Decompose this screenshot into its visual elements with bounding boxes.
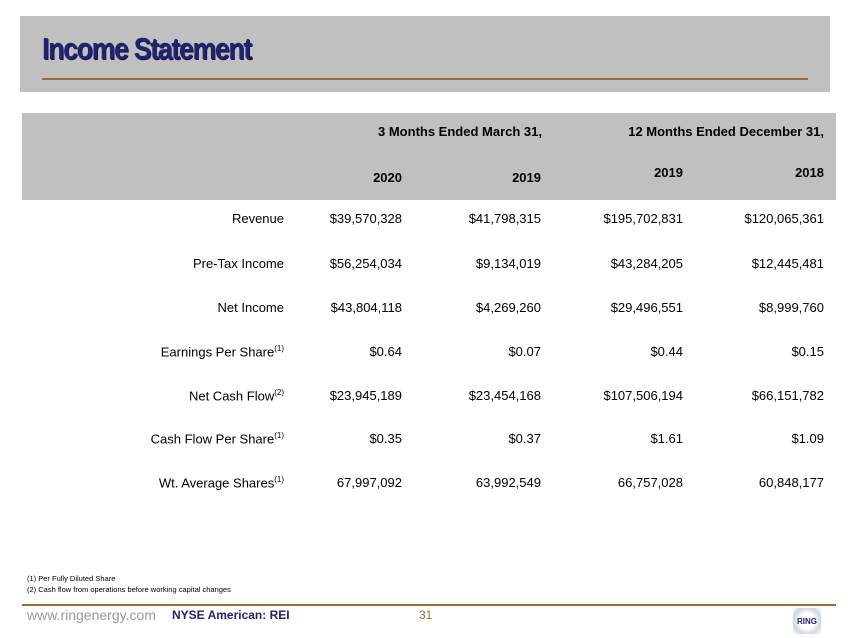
year-header: 2019 xyxy=(654,165,683,180)
table-cell: $43,804,118 xyxy=(330,300,402,315)
row-label-text: Earnings Per Share xyxy=(160,344,275,360)
ticker: NYSE American: REI xyxy=(172,608,290,622)
row-label: Wt. Average Shares(1) xyxy=(159,475,284,490)
row-label-text: Net Cash Flow xyxy=(188,388,275,404)
row-label: Pre-Tax Income xyxy=(193,256,284,271)
table-cell: $195,702,831 xyxy=(603,211,683,226)
table-cell: $56,254,034 xyxy=(329,256,402,271)
table-cell: $66,151,782 xyxy=(751,388,824,403)
title-divider xyxy=(42,78,808,80)
page-number: 31 xyxy=(419,608,433,622)
footnote-ref: (1) xyxy=(274,475,284,484)
row-label: Net Cash Flow(2) xyxy=(189,388,284,403)
table-cell: $43,284,205 xyxy=(610,256,683,271)
row-label-text: Pre-Tax Income xyxy=(192,256,284,271)
table-header xyxy=(22,113,836,200)
table-cell: $4,269,260 xyxy=(475,300,541,315)
table-cell: $39,570,328 xyxy=(329,211,402,226)
table-cell: 66,757,028 xyxy=(617,475,683,490)
footnote: (2) Cash flow from operations before wor… xyxy=(27,585,231,594)
row-label: Revenue xyxy=(232,211,284,226)
table-cell: $1.09 xyxy=(791,431,824,446)
page-title: Income Statement xyxy=(42,31,252,66)
table-cell: $0.64 xyxy=(369,344,402,359)
table-cell: $23,454,168 xyxy=(468,388,541,403)
table-cell: $9,134,019 xyxy=(475,256,541,271)
table-cell: 67,997,092 xyxy=(336,475,402,490)
table-cell: $0.15 xyxy=(791,344,824,359)
table-cell: $0.37 xyxy=(508,431,541,446)
ring-logo: RING xyxy=(793,608,821,634)
row-label: Earnings Per Share(1) xyxy=(161,344,284,359)
table-cell: $0.44 xyxy=(650,344,683,359)
footnote-ref: (2) xyxy=(274,388,284,397)
table-cell: $120,065,361 xyxy=(744,211,824,226)
row-label: Net Income xyxy=(218,300,284,315)
group-header-12-months: 12 Months Ended December 31, xyxy=(628,124,824,139)
footnote-ref: (1) xyxy=(274,431,284,440)
table-cell: 63,992,549 xyxy=(475,475,541,490)
footnote: (1) Per Fully Diluted Share xyxy=(27,574,116,583)
table-cell: 60,848,177 xyxy=(758,475,824,490)
table-cell: $12,445,481 xyxy=(751,256,824,271)
website-link[interactable]: www.ringenergy.com xyxy=(27,607,156,623)
table-cell: $41,798,315 xyxy=(468,211,541,226)
table-cell: $0.07 xyxy=(508,344,541,359)
table-cell: $23,945,189 xyxy=(329,388,402,403)
table-cell: $8,999,760 xyxy=(758,300,824,315)
year-header: 2020 xyxy=(373,170,402,185)
table-cell: $0.35 xyxy=(369,431,402,446)
row-label-text: Cash Flow Per Share xyxy=(150,431,275,447)
row-label: Cash Flow Per Share(1) xyxy=(151,431,284,446)
year-header: 2018 xyxy=(795,165,824,180)
footer-divider xyxy=(22,604,836,606)
year-header: 2019 xyxy=(512,170,541,185)
row-label-text: Net Income xyxy=(217,300,284,315)
row-label-text: Wt. Average Shares xyxy=(158,475,275,491)
table-cell: $29,496,551 xyxy=(610,300,683,315)
row-label-text: Revenue xyxy=(231,211,284,226)
table-cell: $107,506,194 xyxy=(603,388,683,403)
table-cell: $1.61 xyxy=(650,431,683,446)
group-header-3-months: 3 Months Ended March 31, xyxy=(378,124,542,139)
footnote-ref: (1) xyxy=(274,344,284,353)
